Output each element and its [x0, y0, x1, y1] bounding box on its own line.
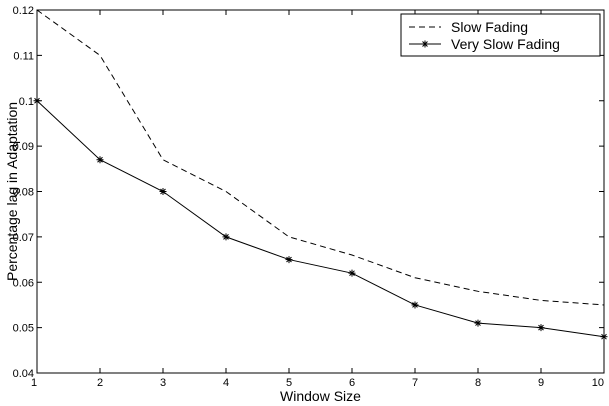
series-lines: [33, 9, 608, 341]
marker-stroke: [286, 256, 292, 263]
data-point: [537, 324, 545, 332]
y-tick-label: 0.09: [13, 141, 34, 153]
y-tick-label: 0.1: [19, 96, 34, 108]
data-point: [285, 256, 293, 264]
marker-stroke: [601, 333, 607, 340]
y-tick-label: 0.07: [13, 232, 34, 244]
y-tick-label: 0.06: [13, 277, 34, 289]
x-tick-label: 9: [538, 377, 544, 389]
y-axis-label: Percentage lag in Adaptation: [4, 102, 20, 281]
legend-label-2: Very Slow Fading: [451, 36, 560, 52]
legend-marker: [421, 40, 429, 48]
y-tick-label: 0.04: [13, 368, 34, 380]
series-line-2: [36, 100, 605, 338]
series-line-1: [36, 9, 605, 306]
legend-box: [400, 13, 601, 57]
y-tick-label: 0.05: [13, 323, 34, 335]
marker-stroke: [349, 270, 355, 277]
marker-stroke: [97, 156, 103, 163]
data-point: [96, 156, 104, 164]
x-tick-label: 5: [286, 377, 292, 389]
data-point: [411, 301, 419, 309]
y-tick-label: 0.11: [13, 50, 34, 62]
data-point: [474, 319, 482, 327]
x-tick-label: 10: [592, 377, 604, 389]
marker-stroke: [223, 234, 229, 240]
x-tick-label: 3: [160, 377, 166, 389]
data-point: [222, 233, 230, 241]
marker-stroke: [160, 188, 166, 195]
y-tick-label: 0.12: [13, 5, 34, 17]
data-point: [33, 97, 41, 105]
x-tick-label: 4: [223, 377, 229, 389]
x-tick-label: 1: [31, 377, 37, 389]
x-tick-label: 2: [97, 377, 103, 389]
ticks: 1 2 3 4 5 6 7 8 9 10 0.04 0.05 0.06 0.07 0.08 0.09 0.1 0.…: [13, 5, 605, 389]
marker-stroke: [412, 302, 418, 308]
marker-stroke: [422, 41, 428, 47]
marker-stroke: [34, 97, 40, 104]
x-tick-label: 8: [475, 377, 481, 389]
data-point: [348, 269, 356, 277]
legend-label-1: Slow Fading: [451, 19, 528, 35]
plot-frame: [36, 9, 605, 374]
x-tick-label: 6: [349, 377, 355, 389]
x-tick-label: 7: [412, 377, 418, 389]
marker-stroke: [475, 320, 481, 326]
data-point: [600, 333, 608, 341]
marker-stroke: [538, 324, 544, 331]
axes: [36, 9, 605, 374]
data-point: [159, 188, 167, 195]
y-tick-label: 0.08: [13, 187, 34, 199]
x-axis-label: Window Size: [280, 388, 361, 404]
